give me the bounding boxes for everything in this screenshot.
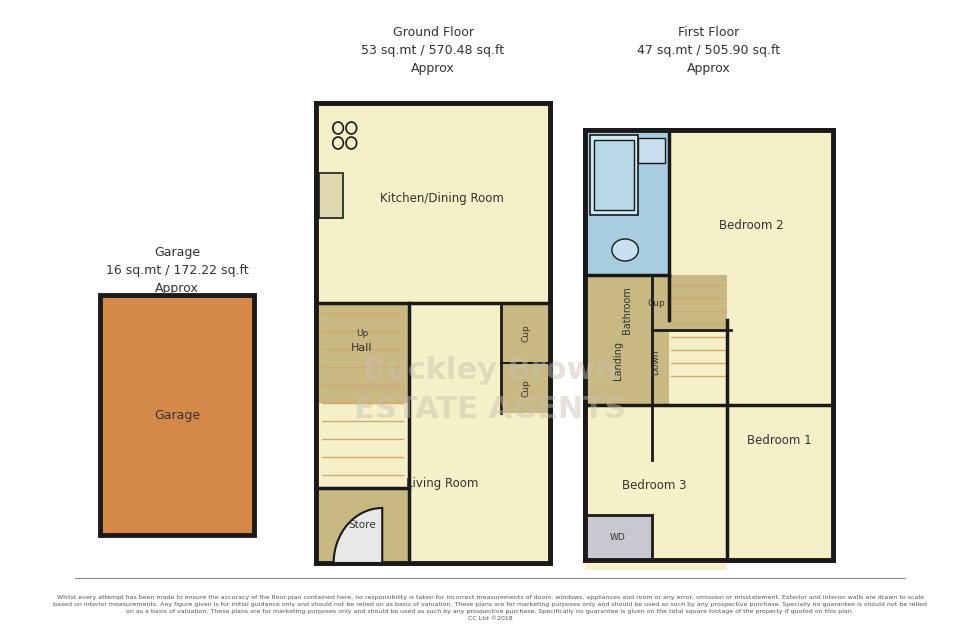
Text: Cup: Cup	[521, 324, 530, 342]
Bar	[652, 275, 727, 330]
Text: Garage
16 sq.mt / 172.22 sq.ft
Approx: Garage 16 sq.mt / 172.22 sq.ft Approx	[106, 246, 248, 294]
Bar	[502, 363, 550, 413]
Bar	[316, 103, 550, 563]
Text: Bedroom 3: Bedroom 3	[622, 478, 687, 492]
Bar	[100, 295, 254, 535]
Bar	[316, 103, 550, 303]
Bar	[594, 140, 634, 210]
Text: Whilst every attempt has been made to ensure the accuracy of the floor plan cont: Whilst every attempt has been made to en…	[53, 595, 927, 621]
Text: Bedroom 1: Bedroom 1	[748, 433, 812, 447]
Text: Store: Store	[348, 520, 375, 530]
Bar	[502, 303, 550, 363]
Text: Cup: Cup	[521, 379, 530, 397]
Text: Cup: Cup	[647, 299, 665, 308]
Text: Bedroom 2: Bedroom 2	[718, 219, 783, 231]
Ellipse shape	[612, 239, 638, 261]
Bar	[318, 173, 343, 218]
Bar	[585, 515, 652, 560]
Text: WD: WD	[611, 533, 626, 542]
Bar	[727, 320, 833, 560]
Bar	[316, 303, 409, 413]
Bar	[585, 275, 669, 405]
Wedge shape	[333, 508, 382, 563]
Bar	[585, 405, 727, 570]
Bar	[316, 403, 550, 563]
Bar	[669, 280, 727, 395]
Text: Hall: Hall	[351, 343, 372, 353]
Text: Garage: Garage	[154, 408, 200, 422]
Bar	[316, 103, 550, 563]
Text: First Floor
47 sq.mt / 505.90 sq.ft
Approx: First Floor 47 sq.mt / 505.90 sq.ft Appr…	[638, 26, 781, 74]
Text: Living Room: Living Room	[406, 476, 478, 490]
Bar	[590, 135, 638, 215]
Text: Landing: Landing	[613, 340, 623, 379]
Bar	[585, 130, 833, 560]
Bar	[585, 130, 833, 560]
Text: Bathroom: Bathroom	[622, 286, 632, 334]
Text: Kitchen/Dining Room: Kitchen/Dining Room	[380, 192, 504, 204]
Text: Ground Floor
53 sq.mt / 570.48 sq.ft
Approx: Ground Floor 53 sq.mt / 570.48 sq.ft App…	[362, 26, 505, 74]
Bar	[669, 130, 833, 320]
Bar	[316, 488, 409, 563]
Bar	[320, 308, 405, 503]
Text: Buckley Brown
ESTATE AGENTS: Buckley Brown ESTATE AGENTS	[354, 356, 626, 424]
Text: Down: Down	[652, 349, 661, 375]
Bar	[638, 138, 664, 163]
Text: Up: Up	[356, 328, 368, 338]
Bar	[585, 130, 669, 275]
